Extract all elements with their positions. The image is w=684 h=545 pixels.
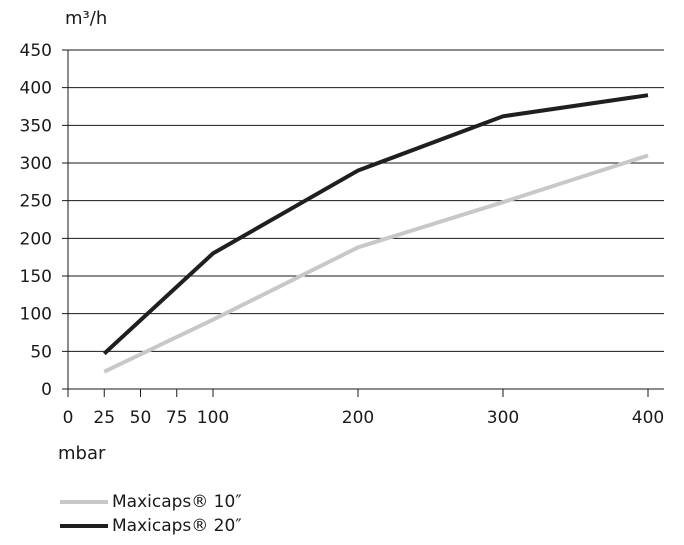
- y-tick-labels: 0 50 100 150 200 250 300 350 400 450: [20, 41, 52, 400]
- x-tick-label-300: 300: [487, 408, 519, 428]
- legend-label-10: Maxicaps® 10″: [112, 492, 242, 512]
- legend-swatch-10: [60, 500, 108, 504]
- series-line-1: [102, 93, 649, 356]
- y-tick-label-300: 300: [20, 154, 52, 174]
- y-tick-label-350: 350: [20, 116, 52, 136]
- legend-item-10: Maxicaps® 10″: [60, 490, 242, 514]
- axes: [62, 50, 664, 397]
- y-tick-label-200: 200: [20, 229, 52, 249]
- legend-swatch-20: [60, 524, 108, 528]
- y-tick-label-250: 250: [20, 192, 52, 212]
- legend-item-20: Maxicaps® 20″: [60, 514, 242, 538]
- x-tick-label-25: 25: [93, 408, 115, 428]
- x-tick-label-200: 200: [342, 408, 374, 428]
- x-tick-label-0: 0: [63, 408, 74, 428]
- legend: Maxicaps® 10″ Maxicaps® 20″: [60, 490, 242, 538]
- series-lines: [102, 93, 649, 374]
- grid-lines: [62, 49, 664, 352]
- y-tick-label-0: 0: [41, 380, 52, 400]
- y-tick-label-100: 100: [20, 305, 52, 325]
- x-tick-label-400: 400: [632, 408, 664, 428]
- legend-label-20: Maxicaps® 20″: [112, 516, 242, 536]
- series-line-0: [103, 153, 649, 374]
- y-tick-label-450: 450: [20, 41, 52, 61]
- x-tick-labels: 0 25 50 75 100 200 300 400: [63, 408, 665, 428]
- y-tick-label-400: 400: [20, 79, 52, 99]
- y-axis-title: m³/h: [65, 8, 107, 29]
- y-tick-label-150: 150: [20, 267, 52, 287]
- x-axis-title: mbar: [58, 443, 106, 464]
- y-tick-label-50: 50: [30, 342, 52, 362]
- x-tick-label-75: 75: [166, 408, 188, 428]
- x-tick-label-50: 50: [130, 408, 152, 428]
- x-tick-label-100: 100: [197, 408, 229, 428]
